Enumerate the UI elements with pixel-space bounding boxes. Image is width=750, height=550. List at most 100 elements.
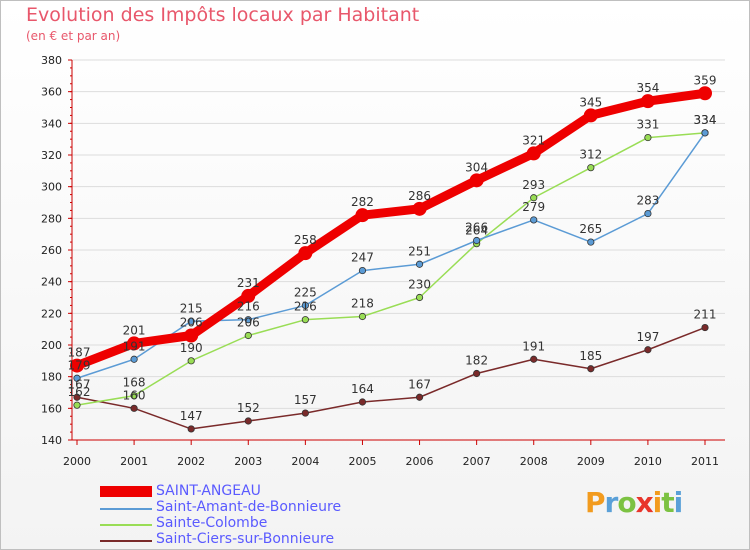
data-point bbox=[73, 393, 81, 401]
data-label: 266 bbox=[465, 221, 488, 235]
data-label: 167 bbox=[408, 377, 431, 391]
data-point bbox=[526, 146, 541, 161]
data-point bbox=[298, 246, 313, 261]
x-tick-label: 2006 bbox=[406, 455, 434, 468]
x-tick-label: 2003 bbox=[234, 455, 262, 468]
data-label: 283 bbox=[636, 194, 659, 208]
data-label: 225 bbox=[294, 285, 317, 299]
data-label: 191 bbox=[522, 339, 545, 353]
y-tick-label: 360 bbox=[41, 86, 62, 99]
data-point bbox=[301, 316, 309, 324]
data-label: 230 bbox=[408, 278, 431, 292]
data-label: 265 bbox=[579, 222, 602, 236]
data-point bbox=[358, 398, 367, 406]
data-label: 211 bbox=[694, 308, 717, 322]
data-point bbox=[244, 316, 252, 324]
proxiti-logo-icon: Proxiti bbox=[585, 486, 683, 519]
data-point bbox=[587, 164, 595, 172]
data-label: 191 bbox=[123, 339, 146, 353]
data-label: 190 bbox=[180, 341, 203, 355]
y-tick-label: 220 bbox=[41, 307, 62, 320]
data-point bbox=[473, 236, 481, 245]
x-tick-label: 2005 bbox=[348, 455, 376, 468]
data-point bbox=[640, 94, 655, 109]
data-label: 157 bbox=[294, 393, 317, 407]
data-point bbox=[73, 401, 81, 409]
data-point bbox=[355, 208, 370, 223]
data-point bbox=[130, 392, 138, 400]
data-point bbox=[644, 346, 652, 354]
data-label: 331 bbox=[636, 118, 659, 132]
data-point bbox=[187, 317, 195, 325]
data-label: 160 bbox=[123, 388, 146, 402]
data-label: 345 bbox=[579, 95, 602, 109]
y-tick-label: 320 bbox=[41, 149, 62, 162]
data-label: 152 bbox=[237, 401, 260, 415]
x-tick-label: 2009 bbox=[577, 455, 605, 468]
data-label: 167 bbox=[68, 377, 91, 391]
data-label: 201 bbox=[123, 323, 146, 337]
x-tick-label: 2001 bbox=[120, 455, 148, 468]
y-tick-label: 240 bbox=[41, 276, 62, 289]
data-label: 215 bbox=[180, 301, 203, 315]
data-label: 147 bbox=[180, 409, 203, 423]
y-tick-label: 340 bbox=[41, 117, 62, 130]
y-tick-label: 280 bbox=[41, 212, 62, 225]
data-label: 334 bbox=[694, 113, 717, 127]
legend-label: Saint-Ciers-sur-Bonnieure bbox=[156, 531, 335, 547]
data-label: 359 bbox=[694, 73, 717, 87]
data-point bbox=[469, 173, 484, 188]
data-label: 162 bbox=[68, 385, 91, 399]
data-label: 279 bbox=[522, 200, 545, 214]
data-label: 247 bbox=[351, 251, 374, 265]
chart-title: Evolution des Impôts locaux par Habitant bbox=[26, 4, 420, 26]
data-label: 304 bbox=[465, 160, 488, 174]
x-tick-label: 2002 bbox=[177, 455, 205, 468]
legend-label: SAINT-ANGEAU bbox=[156, 483, 261, 499]
data-label: 321 bbox=[522, 133, 545, 147]
data-label: 264 bbox=[465, 224, 488, 238]
legend-swatch bbox=[100, 508, 152, 510]
y-tick-label: 200 bbox=[41, 339, 62, 352]
data-point bbox=[530, 194, 538, 202]
x-tick-label: 2010 bbox=[634, 455, 662, 468]
data-point bbox=[587, 365, 595, 373]
data-point bbox=[644, 133, 652, 142]
data-label: 293 bbox=[522, 178, 545, 192]
series-line bbox=[72, 88, 710, 371]
data-point bbox=[415, 293, 424, 302]
data-point bbox=[244, 331, 252, 340]
data-label: 179 bbox=[68, 358, 91, 372]
x-tick-label: 2008 bbox=[520, 455, 548, 468]
data-label: 334 bbox=[694, 113, 717, 127]
data-point bbox=[583, 108, 598, 123]
data-label: 216 bbox=[294, 300, 317, 314]
series-line bbox=[76, 132, 706, 406]
data-label: 312 bbox=[579, 148, 602, 162]
data-point bbox=[73, 374, 81, 382]
data-label: 251 bbox=[408, 244, 431, 258]
data-point bbox=[301, 301, 309, 310]
data-label: 185 bbox=[579, 349, 602, 363]
data-point bbox=[701, 323, 709, 332]
data-point bbox=[130, 355, 138, 363]
data-point bbox=[415, 393, 424, 401]
data-point bbox=[130, 404, 138, 412]
data-point bbox=[530, 355, 538, 363]
data-label: 206 bbox=[237, 316, 260, 330]
data-label: 354 bbox=[636, 81, 659, 95]
data-point bbox=[587, 238, 595, 246]
y-tick-label: 260 bbox=[41, 244, 62, 257]
data-point bbox=[473, 369, 481, 378]
data-point bbox=[184, 328, 199, 343]
data-label: 216 bbox=[237, 300, 260, 314]
data-point bbox=[358, 266, 367, 275]
data-point bbox=[530, 216, 538, 224]
data-label: 164 bbox=[351, 382, 374, 396]
data-label: 187 bbox=[68, 346, 91, 360]
series-line bbox=[76, 132, 706, 379]
x-tick-label: 2004 bbox=[291, 455, 319, 468]
data-point bbox=[698, 86, 712, 101]
data-label: 282 bbox=[351, 195, 374, 209]
